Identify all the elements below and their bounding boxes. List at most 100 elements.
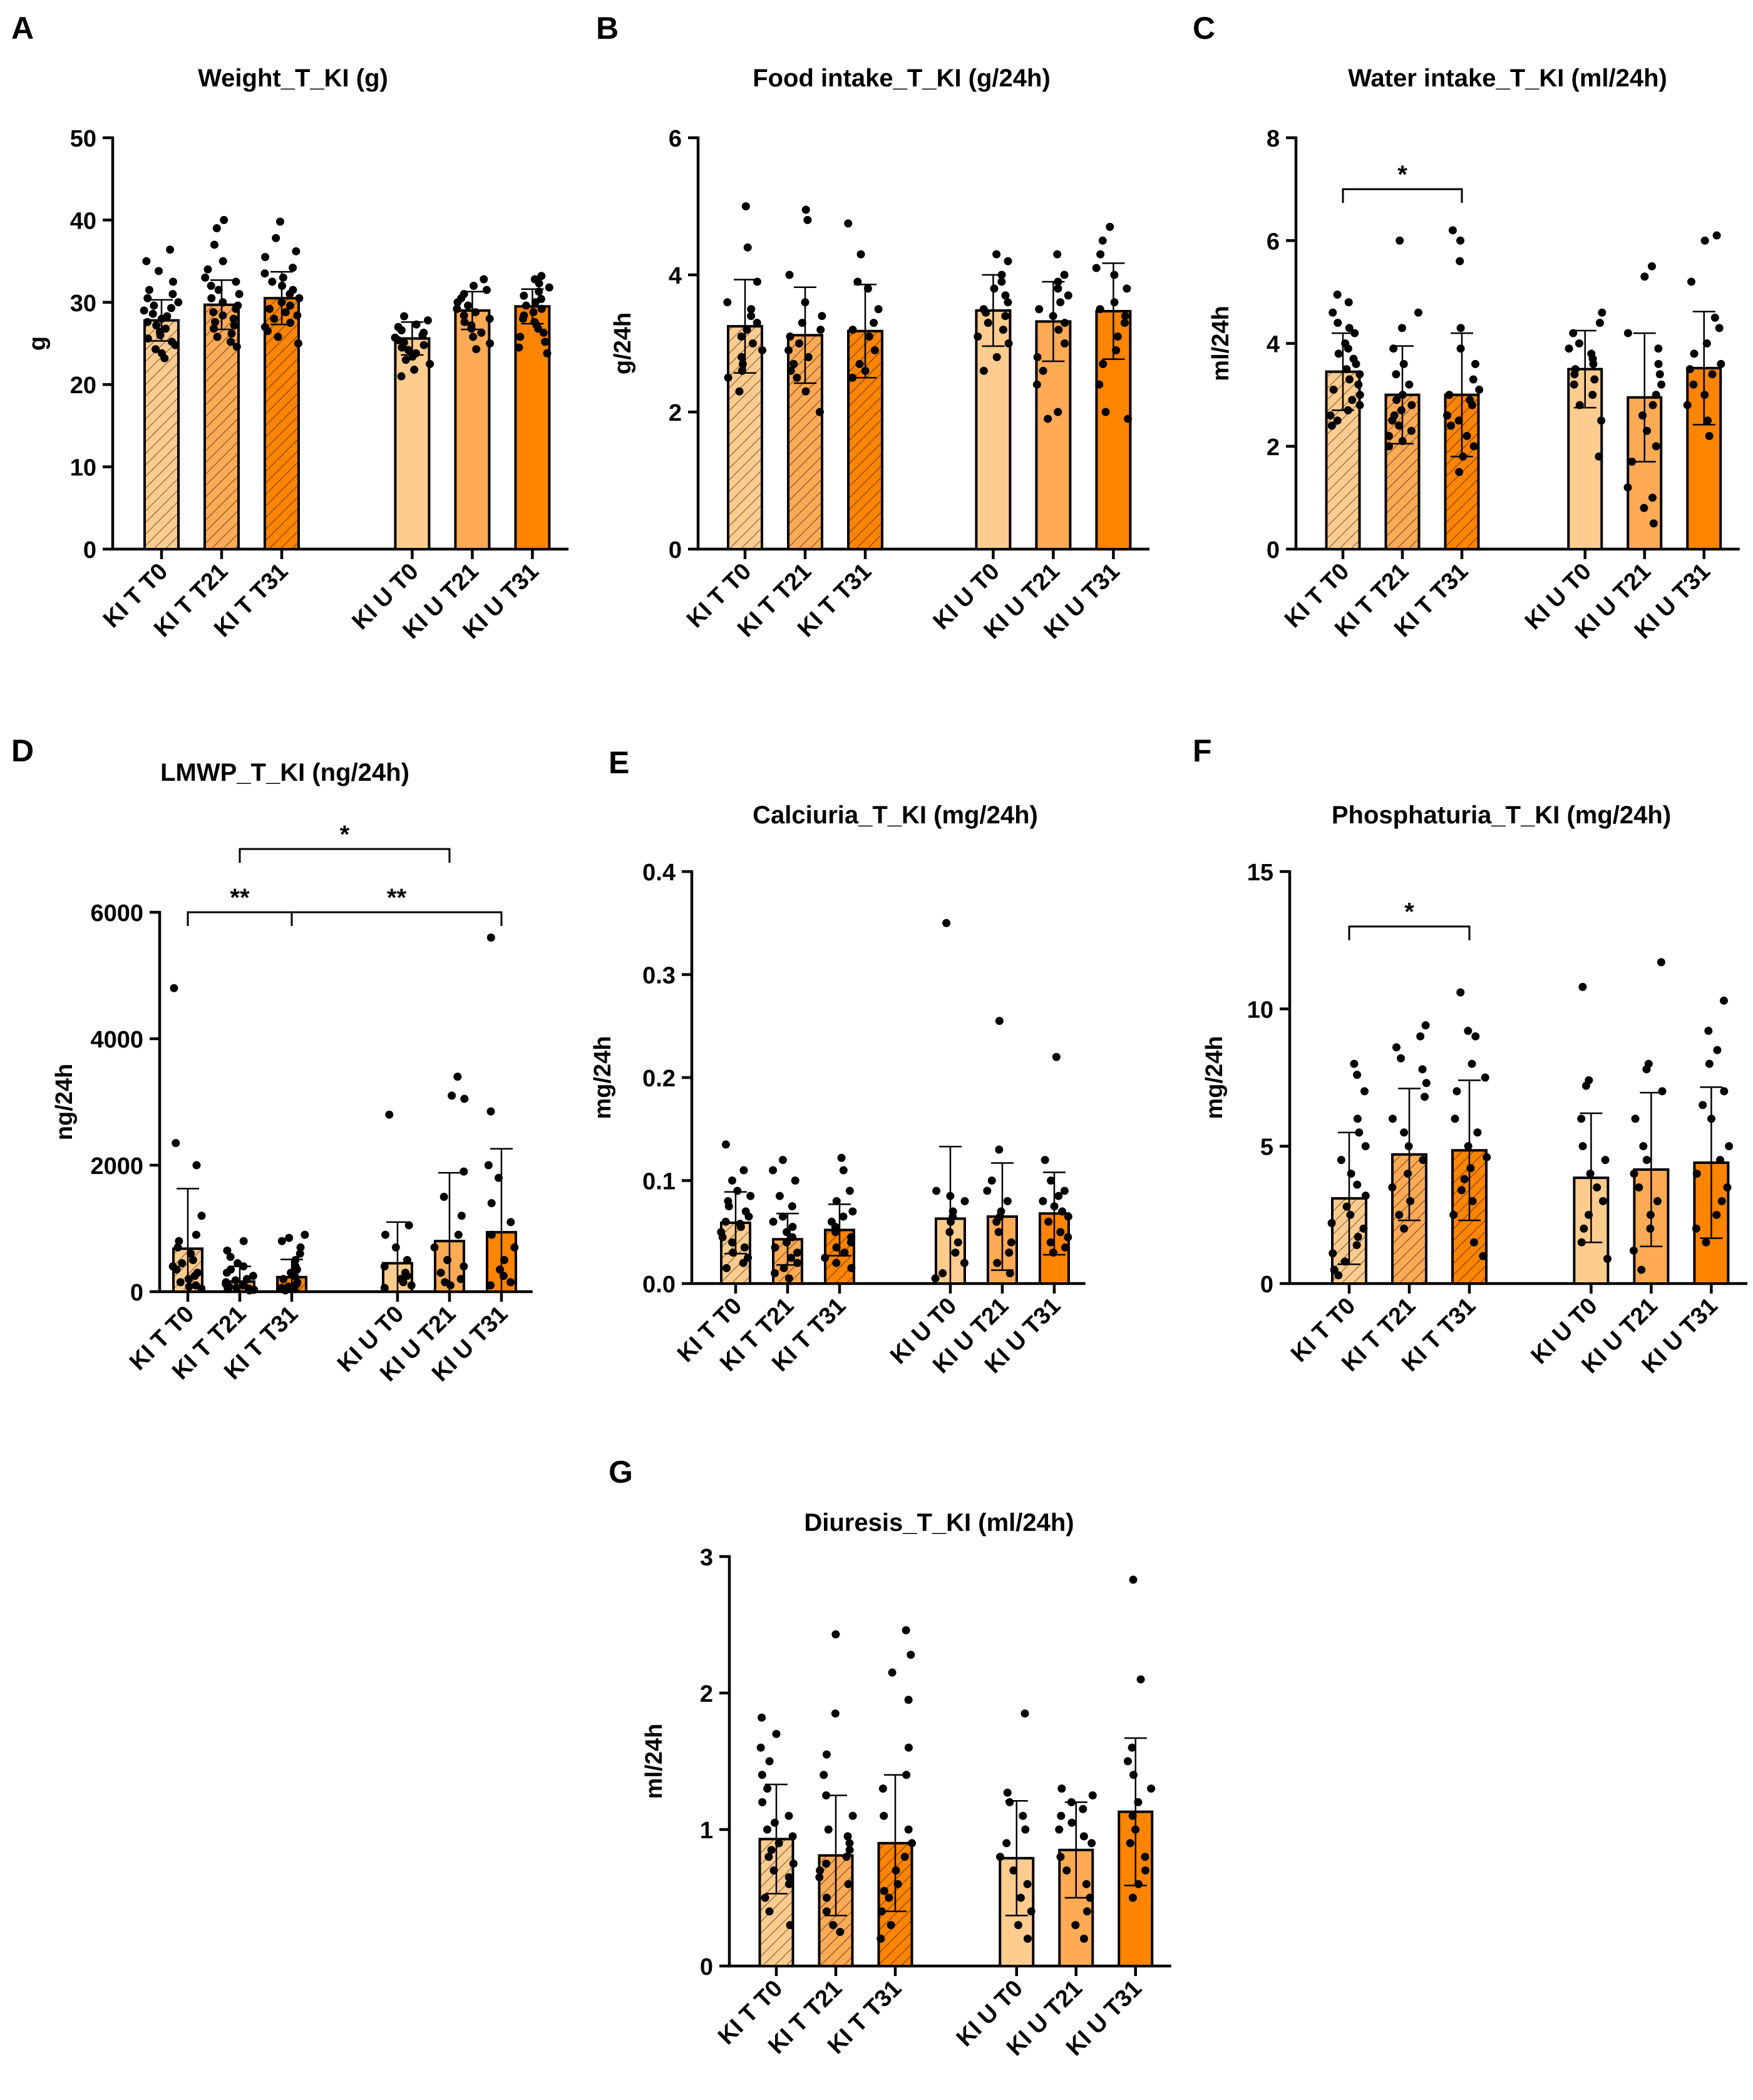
data-point xyxy=(1057,1784,1066,1793)
data-point xyxy=(771,1243,779,1252)
data-point xyxy=(184,1275,193,1284)
y-tick-label: 4 xyxy=(1267,332,1280,358)
data-point xyxy=(1565,344,1573,353)
data-point xyxy=(1128,1811,1137,1820)
y-tick-label: 10 xyxy=(70,455,96,481)
data-point xyxy=(1443,411,1452,419)
data-point xyxy=(275,217,284,226)
data-point xyxy=(286,319,295,327)
data-point xyxy=(1004,257,1012,265)
data-point xyxy=(1047,1176,1056,1185)
data-point xyxy=(172,1139,180,1148)
data-point xyxy=(931,1274,940,1283)
data-point xyxy=(738,366,746,375)
data-point xyxy=(1720,1087,1729,1096)
data-point xyxy=(1689,380,1698,389)
data-point xyxy=(1421,1093,1429,1101)
data-point xyxy=(1054,277,1062,286)
data-point xyxy=(506,1218,515,1227)
data-point xyxy=(729,1248,738,1257)
data-point xyxy=(787,1253,796,1262)
y-tick-label: 8 xyxy=(1267,126,1280,152)
data-point xyxy=(863,284,872,293)
data-point xyxy=(1716,1156,1725,1165)
data-point xyxy=(212,224,221,233)
data-point xyxy=(218,298,227,307)
data-point xyxy=(801,205,810,214)
data-point xyxy=(176,1278,185,1287)
data-point xyxy=(1014,1921,1022,1930)
data-point xyxy=(188,1256,197,1264)
data-point xyxy=(747,312,756,321)
data-point xyxy=(1384,431,1393,440)
data-point xyxy=(1347,1170,1355,1178)
data-point xyxy=(201,273,210,282)
data-point xyxy=(1451,1114,1459,1123)
data-point xyxy=(788,1223,797,1232)
data-point xyxy=(1064,291,1072,300)
data-point xyxy=(1400,1224,1409,1233)
data-point xyxy=(171,341,180,349)
data-point xyxy=(274,332,282,341)
data-point xyxy=(522,301,530,310)
data-point xyxy=(992,1217,1001,1226)
data-point xyxy=(518,314,527,323)
data-point xyxy=(1003,1197,1012,1205)
data-point xyxy=(494,1173,503,1182)
data-point xyxy=(1648,493,1657,502)
data-point xyxy=(226,1252,235,1261)
data-point xyxy=(173,1243,182,1252)
data-point xyxy=(292,1265,301,1274)
data-point xyxy=(1712,231,1721,240)
data-point xyxy=(816,326,825,334)
bar xyxy=(514,305,551,550)
data-point xyxy=(1350,1059,1359,1068)
y-tick-label: 40 xyxy=(70,208,96,234)
data-point xyxy=(786,1921,794,1930)
data-point xyxy=(785,270,794,279)
data-point xyxy=(1344,344,1352,353)
data-point xyxy=(1112,346,1121,354)
data-point xyxy=(1704,416,1712,425)
data-point xyxy=(1352,1241,1361,1250)
bar-hatch xyxy=(265,298,299,549)
data-point xyxy=(291,1256,300,1264)
data-point xyxy=(1570,380,1578,389)
data-point xyxy=(791,1176,799,1185)
data-point xyxy=(1345,375,1354,384)
data-point xyxy=(1087,1839,1096,1848)
data-point xyxy=(769,1166,778,1175)
data-point xyxy=(1456,257,1464,265)
data-point xyxy=(272,234,280,242)
data-point xyxy=(1019,1811,1027,1820)
data-point xyxy=(1690,349,1699,358)
data-point xyxy=(239,1237,248,1245)
data-point xyxy=(1702,1238,1710,1247)
data-point xyxy=(1717,359,1725,368)
data-point xyxy=(168,277,177,286)
data-point xyxy=(500,1256,508,1264)
data-point xyxy=(1110,298,1119,307)
y-axis-label: ml/24h xyxy=(1208,306,1234,381)
data-point xyxy=(277,1237,286,1245)
data-point xyxy=(460,1262,468,1271)
data-point xyxy=(737,332,746,341)
data-point xyxy=(1640,272,1649,281)
data-point xyxy=(1456,324,1465,332)
data-point xyxy=(178,1259,187,1268)
data-point xyxy=(832,1197,841,1205)
data-point xyxy=(1001,291,1010,300)
data-point xyxy=(1329,385,1338,394)
data-point xyxy=(741,202,750,210)
data-point xyxy=(818,312,826,321)
data-point xyxy=(229,314,238,323)
data-point xyxy=(454,1230,463,1239)
data-point xyxy=(1623,483,1632,492)
data-point xyxy=(230,321,239,330)
significance-bracket xyxy=(187,911,293,926)
data-point xyxy=(1457,1186,1466,1195)
data-point xyxy=(1009,1866,1018,1875)
data-point xyxy=(1658,1087,1667,1096)
data-point xyxy=(1056,1853,1065,1861)
